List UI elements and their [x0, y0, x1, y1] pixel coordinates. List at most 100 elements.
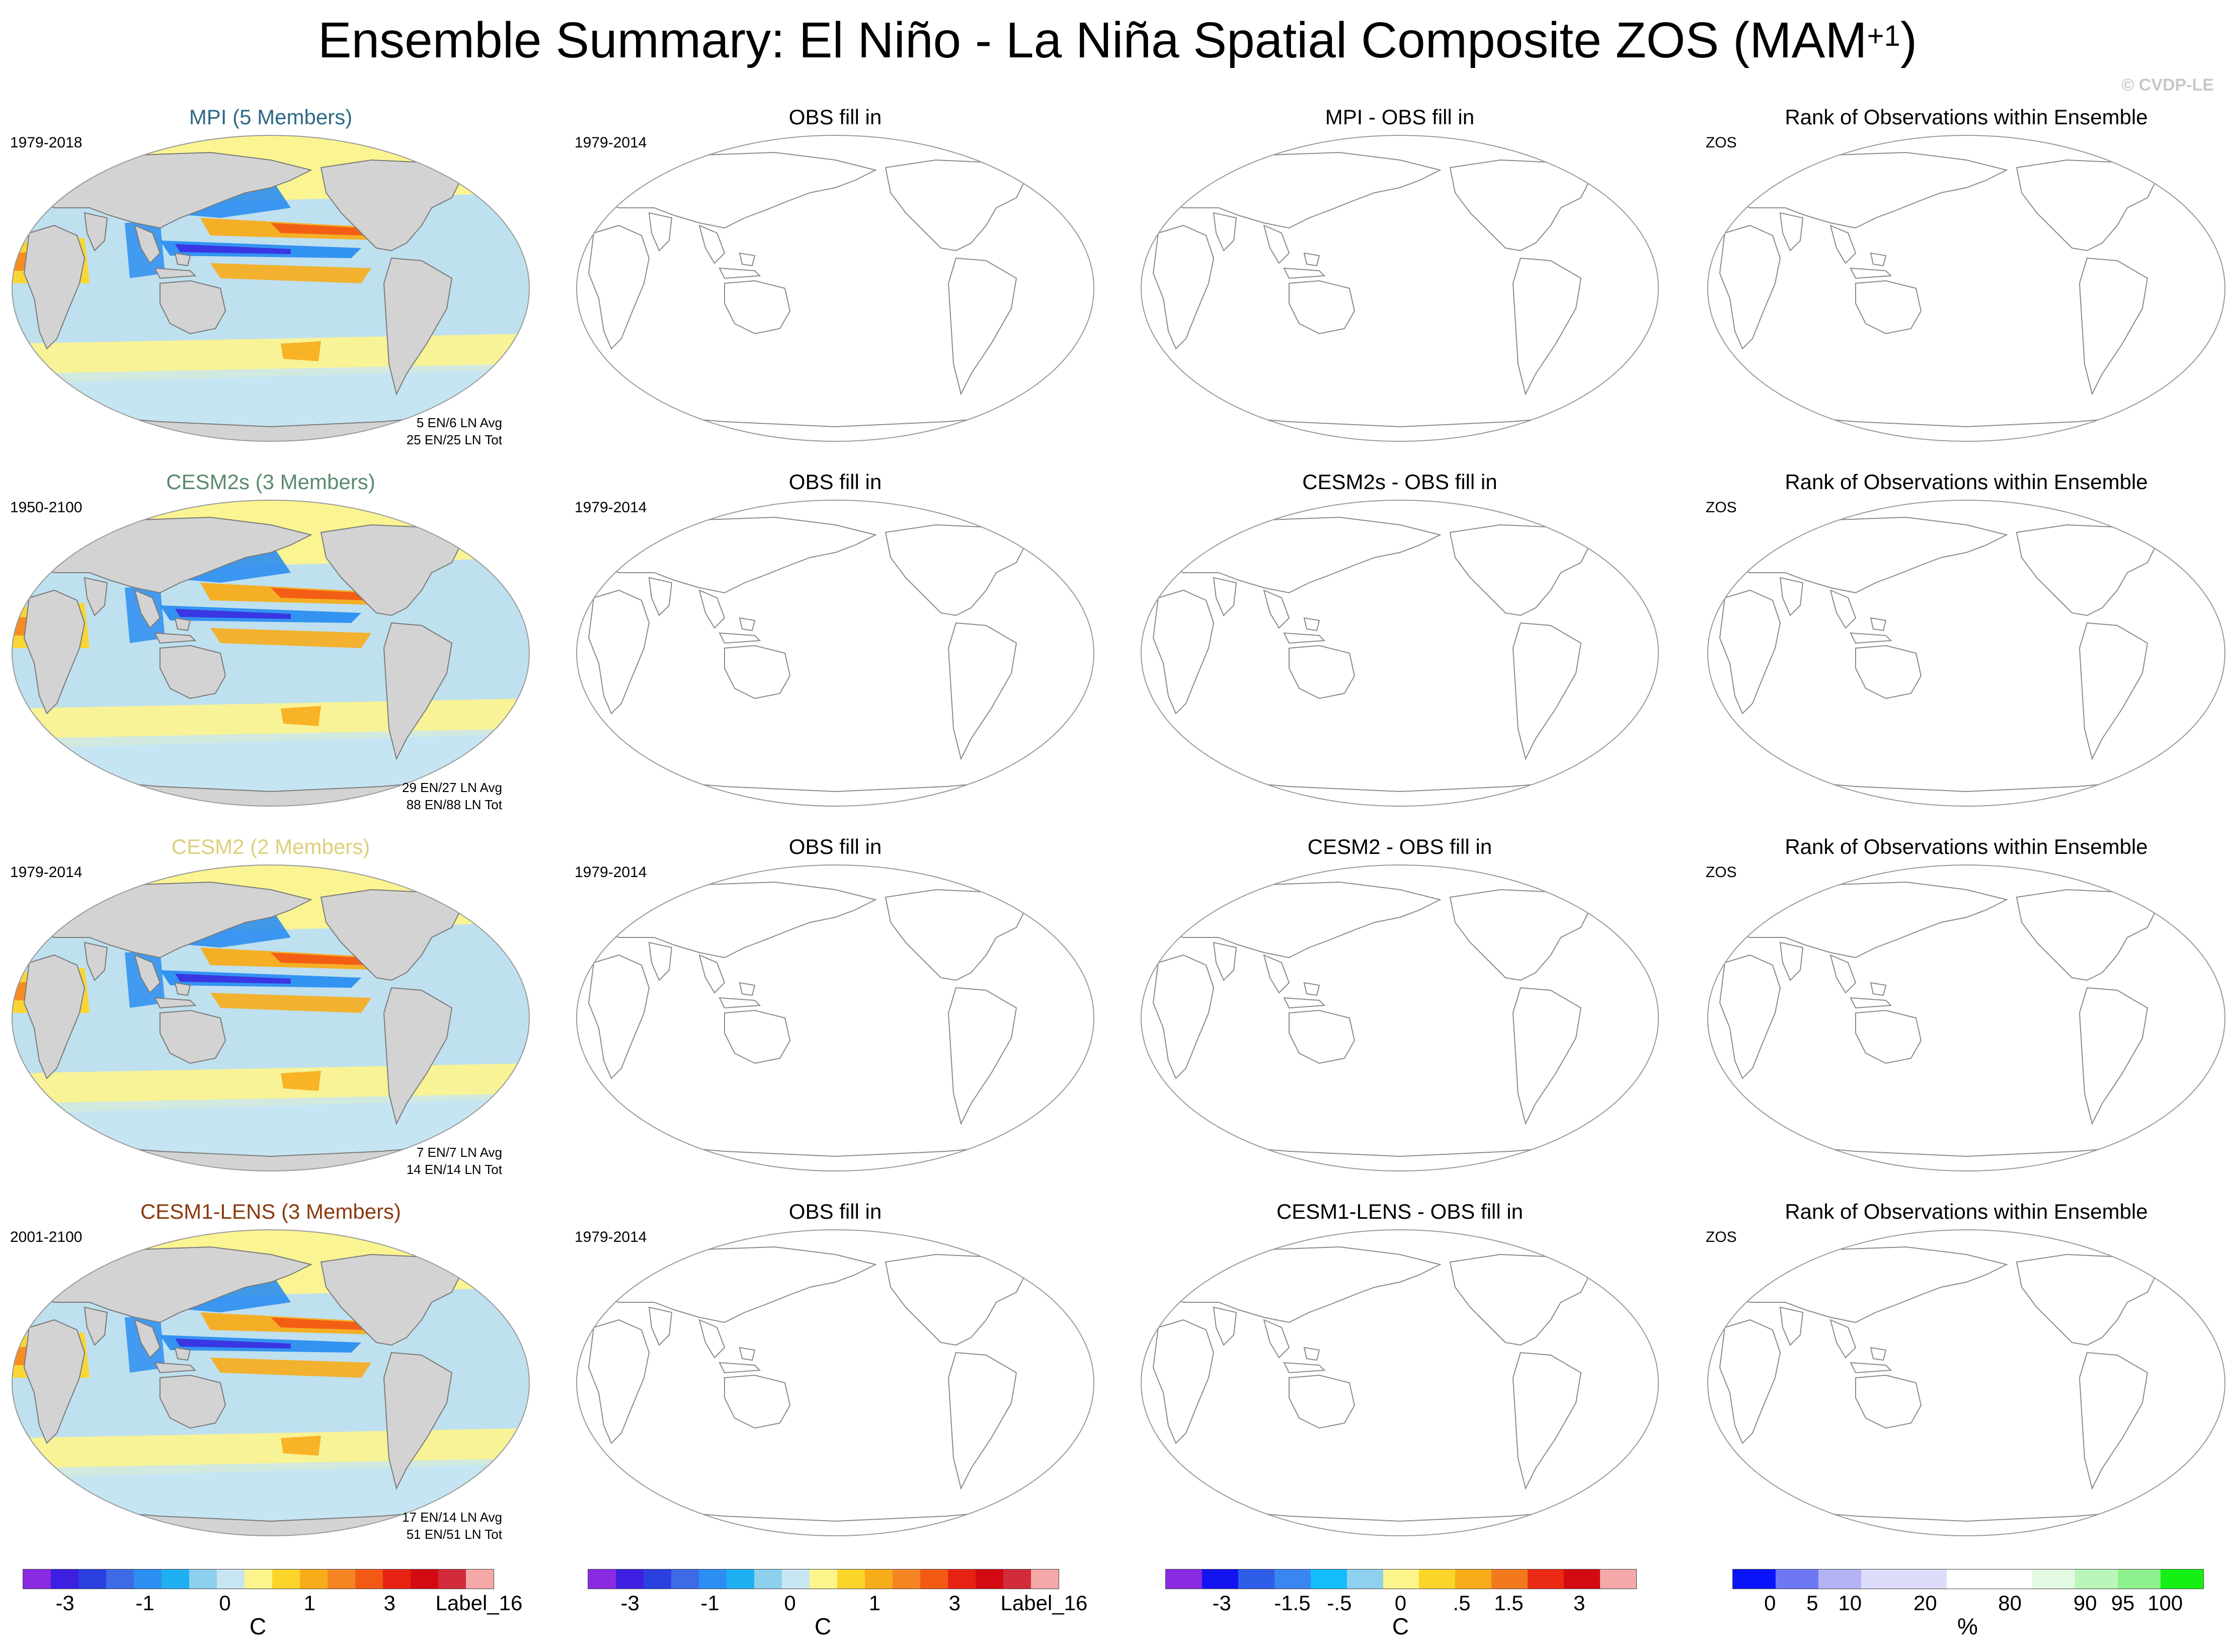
colorbar-swatch [1202, 1569, 1238, 1589]
colorbar-swatch [1274, 1569, 1311, 1589]
colorbar-label: 0 [219, 1591, 231, 1615]
map-diff [1138, 1227, 1661, 1539]
panel-title-rank: Rank of Observations within Ensemble [1785, 835, 2148, 858]
colorbar-swatch [217, 1569, 245, 1589]
colorbar-label: 100 [2147, 1591, 2183, 1615]
colorbar-swatch [616, 1569, 644, 1589]
colorbar-swatch [1383, 1569, 1419, 1589]
panel-period-obs: 1979-2014 [575, 499, 647, 516]
colorbar-swatch [1031, 1569, 1059, 1589]
avg-count: 29 EN/27 LN Avg [402, 780, 502, 795]
colorbar-units: C [249, 1613, 267, 1639]
colorbar-label: Label_16 [435, 1591, 523, 1615]
world-map-rank [1707, 1229, 2225, 1536]
panel-title-diff: CESM2s - OBS fill in [1302, 470, 1497, 494]
colorbar-swatch [865, 1569, 893, 1589]
map-diff [1138, 132, 1661, 444]
map-model [9, 1227, 532, 1539]
colorbar-label: 5 [1806, 1591, 1818, 1615]
colorbar-diff [1165, 1569, 1637, 1589]
panel-title-model: MPI (5 Members) [189, 105, 353, 129]
colorbar-label: 3 [948, 1591, 961, 1615]
panel-title-model: CESM2s (3 Members) [166, 470, 375, 494]
world-map-obs [576, 864, 1094, 1171]
colorbar-swatch [920, 1569, 948, 1589]
panel-title-model: CESM2 (2 Members) [171, 835, 370, 858]
credit-watermark: © CVDP-LE [2121, 75, 2214, 95]
panel-period-rank: ZOS [1706, 499, 1737, 516]
map-rank [1705, 1227, 2228, 1539]
colorbar-swatch [976, 1569, 1003, 1589]
colorbar-label: 1.5 [1494, 1591, 1524, 1615]
colorbar-swatch [328, 1569, 355, 1589]
colorbar-swatch [727, 1569, 754, 1589]
colorbar-swatch [245, 1569, 272, 1589]
map-diff [1138, 497, 1661, 809]
colorbar-swatch [1818, 1569, 1861, 1589]
colorbar-swatch [1238, 1569, 1274, 1589]
panel-title-obs: OBS fill in [788, 835, 882, 858]
colorbar-swatch [1003, 1569, 1031, 1589]
world-map-diff [1141, 864, 1659, 1171]
world-map-diff [1141, 135, 1659, 442]
panel-period-obs: 1979-2014 [575, 1229, 647, 1245]
map-model [9, 862, 532, 1174]
world-map-rank [1707, 864, 2225, 1171]
map-obs [574, 132, 1097, 444]
colorbar-swatch [893, 1569, 920, 1589]
colorbar-label: 3 [1573, 1591, 1585, 1615]
colorbar-label: .5 [1453, 1591, 1471, 1615]
colorbar-label: Label_16 [1000, 1591, 1088, 1615]
world-map-obs [576, 500, 1094, 807]
colorbar-swatch [1564, 1569, 1601, 1589]
colorbar-label: 0 [1764, 1591, 1776, 1615]
colorbar-label: 0 [1394, 1591, 1407, 1615]
colorbar-swatch [948, 1569, 976, 1589]
colorbar-swatch [1947, 1569, 1989, 1589]
colorbar-label: -3 [1212, 1591, 1231, 1615]
world-map-rank [1707, 500, 2225, 807]
colorbar-units: % [1957, 1613, 1978, 1639]
colorbar-swatch [1989, 1569, 2032, 1589]
colorbar-swatch [699, 1569, 727, 1589]
colorbar-obs [588, 1569, 1059, 1589]
avg-count: 7 EN/7 LN Avg [416, 1145, 502, 1160]
colorbar-swatch [1600, 1569, 1636, 1589]
avg-count: 17 EN/14 LN Avg [402, 1510, 502, 1525]
colorbar-swatch [2161, 1569, 2203, 1589]
colorbar-swatch [1455, 1569, 1492, 1589]
colorbar-swatch [1491, 1569, 1528, 1589]
colorbar-label: 0 [784, 1591, 796, 1615]
tot-count: 88 EN/88 LN Tot [406, 797, 502, 812]
colorbar-swatch [383, 1569, 411, 1589]
avg-count: 5 EN/6 LN Avg [416, 415, 502, 430]
colorbar-swatch [189, 1569, 217, 1589]
colorbar-label: -1 [135, 1591, 154, 1615]
colorbar-swatch [51, 1569, 78, 1589]
colorbar-label: 90 [2073, 1591, 2097, 1615]
colorbar-swatch [438, 1569, 466, 1589]
colorbar-label: 95 [2111, 1591, 2135, 1615]
colorbar-label: 3 [383, 1591, 395, 1615]
colorbar-swatch [671, 1569, 699, 1589]
colorbar-swatch [23, 1569, 51, 1589]
colorbar-swatch [1904, 1569, 1947, 1589]
colorbar-swatch [837, 1569, 865, 1589]
panel-title-rank: Rank of Observations within Ensemble [1785, 470, 2148, 494]
colorbar-swatch [134, 1569, 162, 1589]
colorbar-swatch [1346, 1569, 1383, 1589]
world-map-diff [1141, 1229, 1659, 1536]
colorbar-model [23, 1569, 494, 1589]
world-map-obs [576, 135, 1094, 442]
colorbar-swatch [2032, 1569, 2075, 1589]
tot-count: 51 EN/51 LN Tot [406, 1527, 502, 1542]
colorbar-swatch [754, 1569, 782, 1589]
colorbar-swatch [1419, 1569, 1456, 1589]
map-model [9, 497, 532, 809]
panel-title-diff: CESM2 - OBS fill in [1307, 835, 1492, 858]
panel-title-diff: MPI - OBS fill in [1325, 105, 1475, 129]
colorbar-swatch [1733, 1569, 1776, 1589]
tot-count: 25 EN/25 LN Tot [406, 432, 502, 447]
panel-period-obs: 1979-2014 [575, 134, 647, 151]
colorbar-swatch [411, 1569, 438, 1589]
